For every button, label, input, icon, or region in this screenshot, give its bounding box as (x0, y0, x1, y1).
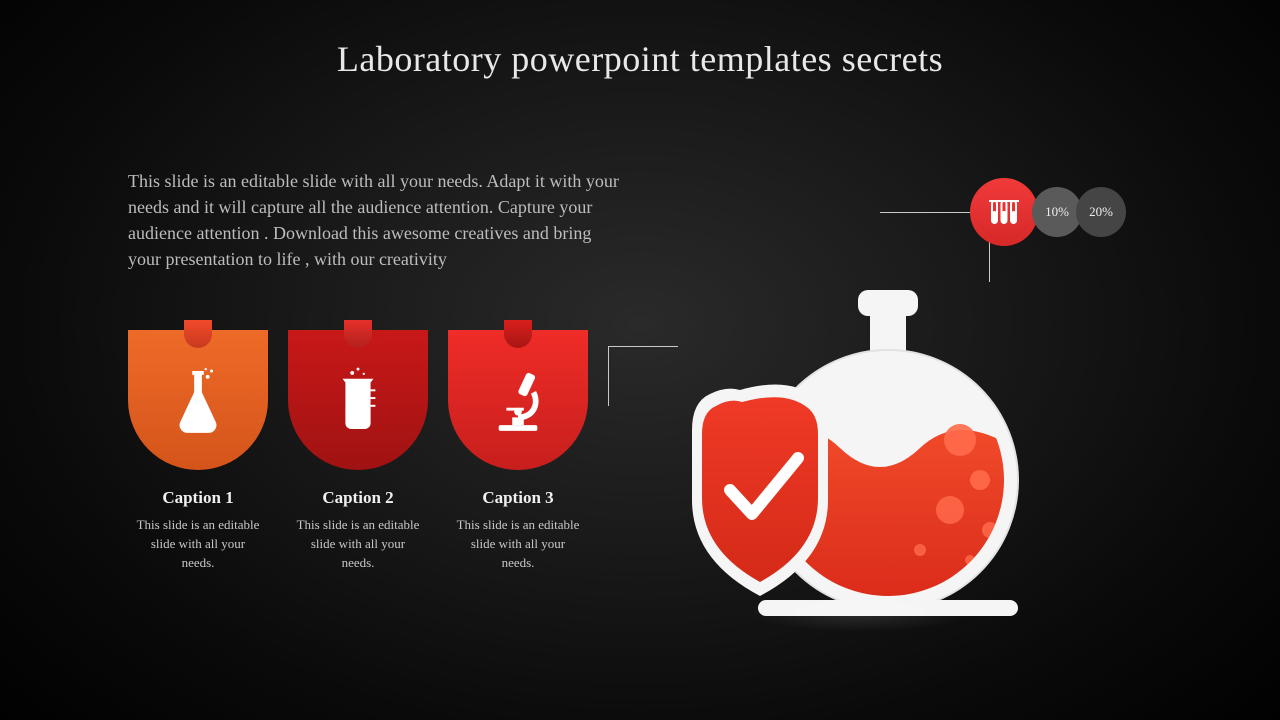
card-1-shield (128, 330, 268, 470)
percent-10-label: 10% (1045, 204, 1069, 220)
card-2-title: Caption 2 (288, 488, 428, 508)
hero-graphic (660, 280, 1060, 640)
percentage-row: 10% 20% (970, 178, 1126, 246)
card-1: Caption 1 This slide is an editable slid… (128, 330, 268, 573)
page-title: Laboratory powerpoint templates secrets (0, 38, 1280, 80)
card-1-body: This slide is an editable slide with all… (128, 516, 268, 573)
cards-row: Caption 1 This slide is an editable slid… (128, 330, 588, 573)
card-3: Caption 3 This slide is an editable slid… (448, 330, 588, 573)
card-2-shield (288, 330, 428, 470)
card-3-shield (448, 330, 588, 470)
floor-glow (700, 600, 1020, 660)
percent-10-circle: 10% (1032, 187, 1082, 237)
card-1-tab (184, 320, 212, 348)
card-2-body: This slide is an editable slide with all… (288, 516, 428, 573)
card-3-body: This slide is an editable slide with all… (448, 516, 588, 573)
microscope-icon (489, 365, 547, 435)
flask-icon (169, 365, 227, 435)
card-2-tab (344, 320, 372, 348)
card-2: Caption 2 This slide is an editable slid… (288, 330, 428, 573)
card-3-title: Caption 3 (448, 488, 588, 508)
card-3-tab (504, 320, 532, 348)
percent-20-label: 20% (1089, 204, 1113, 220)
percent-20-circle: 20% (1076, 187, 1126, 237)
card-1-title: Caption 1 (128, 488, 268, 508)
beaker-icon (329, 365, 387, 435)
test-tubes-icon (987, 195, 1021, 229)
test-tubes-icon-circle (970, 178, 1038, 246)
description-text: This slide is an editable slide with all… (128, 168, 628, 272)
